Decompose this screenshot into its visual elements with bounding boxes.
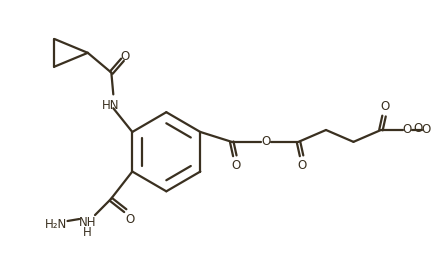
- Text: O: O: [422, 124, 431, 136]
- Text: O: O: [261, 135, 271, 148]
- Text: O: O: [298, 159, 307, 172]
- Text: O: O: [380, 100, 390, 113]
- Text: H: H: [83, 226, 92, 239]
- Text: O: O: [403, 124, 412, 136]
- Text: O: O: [413, 123, 422, 135]
- Text: O: O: [121, 50, 130, 63]
- Text: H₂N: H₂N: [44, 219, 67, 231]
- Text: NH: NH: [78, 216, 96, 229]
- Text: O: O: [126, 213, 135, 225]
- Text: HN: HN: [102, 99, 119, 112]
- Text: O: O: [231, 159, 240, 172]
